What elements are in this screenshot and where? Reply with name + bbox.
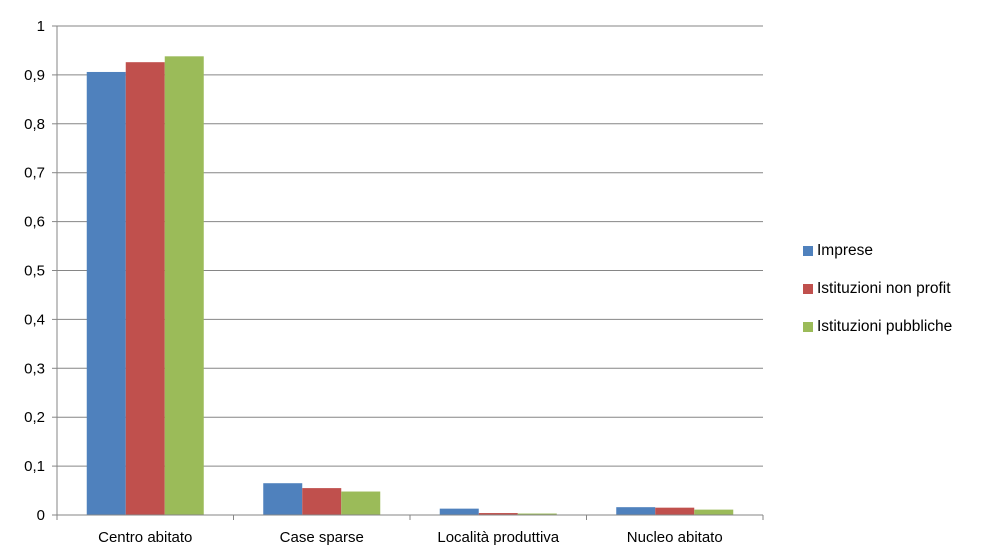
y-tick-label: 0,8 [24, 116, 45, 133]
x-tick-label: Centro abitato [98, 529, 192, 545]
legend-label: Istituzioni pubbliche [817, 318, 953, 335]
bar [86, 71, 126, 515]
y-tick-label: 0,7 [24, 165, 45, 182]
legend-item-istituzioni-pubbliche: Istituzioni pubbliche [803, 308, 952, 346]
bars [86, 56, 734, 516]
legend: Imprese Istituzioni non profit Istituzio… [803, 232, 952, 346]
bar [616, 507, 656, 515]
y-tick-label: 0,3 [24, 360, 45, 377]
bar [517, 513, 557, 515]
y-tick-label: 0,5 [24, 263, 45, 280]
bar [341, 491, 381, 515]
legend-item-istituzioni-non-profit: Istituzioni non profit [803, 270, 952, 308]
legend-swatch [803, 284, 813, 294]
legend-label: Istituzioni non profit [817, 280, 951, 297]
y-tick-label: 0,4 [24, 311, 45, 328]
y-tick-label: 0,9 [24, 67, 45, 84]
legend-swatch [803, 322, 813, 332]
bar [164, 56, 204, 516]
x-tick-label: Case sparse [280, 529, 364, 545]
legend-label: Imprese [817, 242, 873, 259]
y-tick-label: 0 [37, 507, 45, 524]
bar [478, 513, 518, 515]
y-tick-label: 1 [37, 18, 45, 35]
legend-item-imprese: Imprese [803, 232, 952, 270]
x-tick-label: Nucleo abitato [627, 529, 723, 545]
bar [302, 488, 342, 515]
bar [655, 507, 695, 515]
bar [439, 508, 479, 515]
bar [125, 62, 165, 515]
x-tick-labels: Centro abitato Case sparse Località produt… [98, 529, 723, 545]
axes [56, 26, 764, 520]
legend-swatch [803, 246, 813, 256]
bar [263, 483, 303, 515]
y-tick-label: 0,2 [24, 409, 45, 426]
y-tick-labels: 0 0,1 0,2 0,3 0,4 0,5 0,6 0,7 0,8 0,9 1 [24, 18, 45, 524]
y-tick-label: 0,6 [24, 214, 45, 231]
y-tick-label: 0,1 [24, 458, 45, 475]
x-tick-label: Località produttiva [437, 529, 559, 545]
bar [694, 509, 734, 515]
